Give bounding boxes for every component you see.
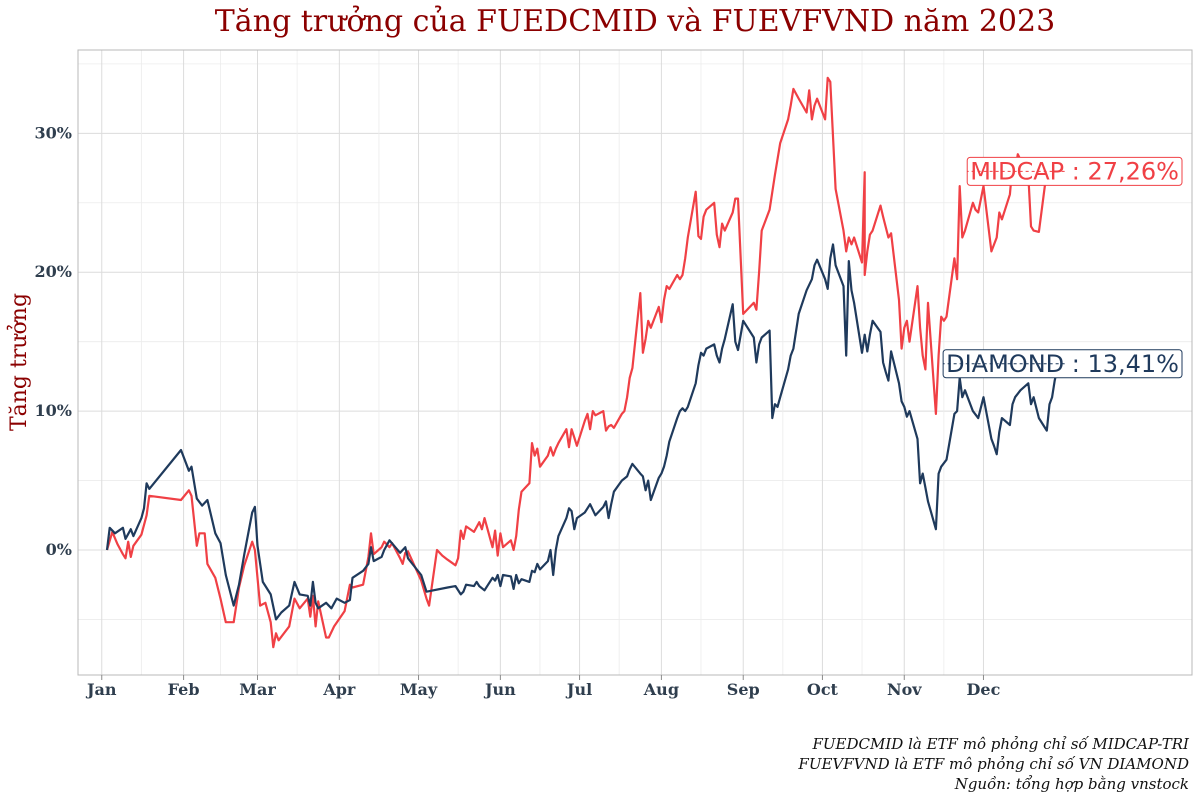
chart-title: Tăng trưởng của FUEDCMID và FUEVFVND năm… <box>215 4 1055 39</box>
end-label-text-midcap: MIDCAP : 27,26% <box>970 157 1179 185</box>
x-tick-label: Jun <box>483 680 516 699</box>
series-line-midcap <box>105 76 1064 649</box>
y-tick-label: 20% <box>35 262 72 281</box>
x-tick-label: Oct <box>807 680 839 699</box>
x-tick-label: May <box>400 680 438 699</box>
caption-line-2: FUEVFVND là ETF mô phỏng chỉ số VN DIAMO… <box>797 755 1189 773</box>
caption: FUEDCMID là ETF mô phỏng chỉ số MIDCAP-T… <box>797 735 1190 793</box>
x-tick-label: Sep <box>727 680 760 699</box>
caption-line-3: Nguồn: tổng hợp bằng vnstock <box>954 775 1189 793</box>
x-tick-label: Jan <box>85 680 117 699</box>
y-tick-label: 10% <box>35 401 72 420</box>
y-tick-label: 30% <box>35 123 72 142</box>
series-lines <box>105 76 1064 649</box>
end-labels: MIDCAP : 27,26% DIAMOND : 13,41% <box>942 156 1183 379</box>
end-label-diamond: DIAMOND : 13,41% <box>942 349 1183 379</box>
caption-line-1: FUEDCMID là ETF mô phỏng chỉ số MIDCAP-T… <box>812 735 1191 753</box>
x-tick-label: Aug <box>643 680 679 699</box>
x-tick-label: Nov <box>887 680 922 699</box>
x-tick-label: Jul <box>565 680 592 699</box>
grid-lines <box>78 50 1192 675</box>
plot-border <box>77 49 1193 676</box>
y-axis-label: Tăng trưởng <box>6 293 32 431</box>
x-tick-label: Dec <box>967 680 1001 699</box>
x-tick-labels: Jan Feb Mar Apr May Jun Jul Aug Sep Oct Nov Dec <box>85 675 1001 699</box>
y-tick-label: 0% <box>46 540 72 559</box>
x-tick-label: Feb <box>168 680 200 699</box>
series-line-diamond <box>105 243 1064 621</box>
x-tick-label: Mar <box>239 680 276 699</box>
end-label-midcap: MIDCAP : 27,26% <box>966 156 1183 186</box>
y-tick-labels: 0% 10% 20% 30% <box>35 123 72 559</box>
x-tick-label: Apr <box>322 680 356 699</box>
